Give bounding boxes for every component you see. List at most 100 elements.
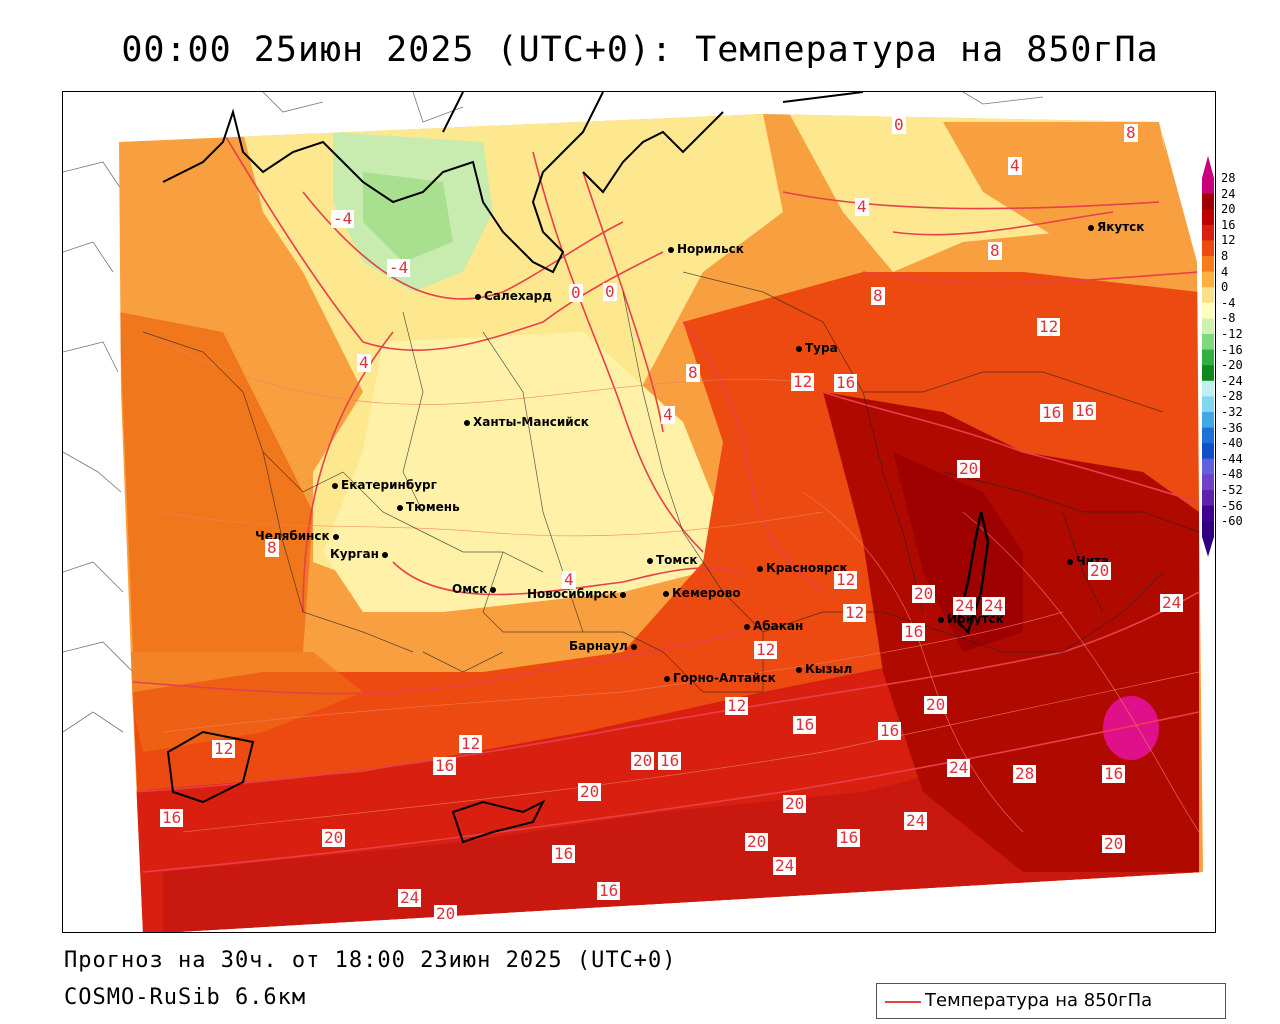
contour-label: 16 [837,828,861,847]
colorbar-swatch [1202,224,1214,241]
contour-label: -4 [387,258,411,277]
city-tomsk: Томск [647,553,698,567]
contour-label: 20 [631,751,655,770]
city-tyumen: Тюмень [397,500,460,514]
colorbar-tick-label: -12 [1221,327,1243,341]
colorbar-swatch [1202,474,1214,491]
contour-label: 0 [569,283,583,302]
map-frame [62,91,1216,933]
contour-label: 4 [562,570,576,589]
colorbar-tick-label: -44 [1221,451,1243,466]
city-yekaterinburg: Екатеринбург [332,478,437,492]
contour-label: 24 [773,856,797,875]
colorbar-swatch [1202,443,1214,460]
city-khanty-mansiysk: Ханты-Мансийск [464,415,589,429]
model-name: COSMO-RuSib 6.6км [64,985,307,1010]
colorbar-tick-label: -52 [1221,483,1243,497]
page-title: 00:00 25июн 2025 (UTC+0): Температура на… [121,30,1159,70]
colorbar-swatch [1202,490,1214,507]
contour-label: 16 [433,756,457,775]
city-irkutsk: Иркутск [938,612,1004,626]
colorbar-swatch [1202,271,1214,288]
contour-label: 24 [947,758,971,777]
contour-label: 20 [957,459,981,478]
background-borders [63,92,1044,733]
city-abakan: Абакан [744,619,803,633]
colorbar [1202,156,1214,557]
colorbar-tick-label: 16 [1221,217,1236,232]
contour-label: 20 [1102,834,1126,853]
contour-label: 24 [904,811,928,830]
contour-label: 12 [834,570,858,589]
colorbar-swatch [1202,505,1214,522]
contour-label: 4 [661,405,675,424]
colorbar-tick-label: 0 [1221,280,1229,295]
contour-label: 12 [459,734,483,753]
colorbar-swatch [1202,302,1214,319]
contour-label: 8 [1124,123,1138,142]
contour-label: 4 [357,353,371,372]
contour-label: 16 [902,622,926,641]
colorbar-tick-label: 28 [1221,171,1236,185]
colorbar-swatch [1202,396,1214,413]
contour-label: 12 [1037,317,1061,336]
colorbar-swatch [1202,365,1214,382]
city-kemerovo: Кемерово [663,586,741,600]
legend-line-swatch [885,1001,921,1003]
contour-label: 16 [1073,401,1097,420]
colorbar-tick-label: -48 [1221,467,1243,482]
colorbar-tick-label: 8 [1221,249,1229,263]
contour-label: 24 [1160,593,1184,612]
contour-label: 8 [988,241,1002,260]
colorbar-tick-label: -60 [1221,514,1243,529]
colorbar-swatch [1202,256,1214,273]
contour-label: 20 [578,782,602,801]
coastline [162,92,990,844]
contour-label: 16 [658,751,682,770]
colorbar-swatch [1202,349,1214,366]
contour-label: 16 [160,808,184,827]
temperature-map [63,92,1203,932]
colorbar-swatch [1202,240,1214,257]
colorbar-swatch [1202,287,1214,304]
colorbar-tick-label: -20 [1221,358,1243,373]
colorbar-swatch [1202,458,1214,475]
contour-label: 8 [871,286,885,305]
contour-label: 8 [686,363,700,382]
city-omsk: Омск [452,582,499,596]
contour-label: 20 [924,695,948,714]
temperature-fill [119,114,1203,932]
contour-label: 4 [855,197,869,216]
city-novosibirsk: Новосибирск [527,587,629,601]
colorbar-tick-label: 4 [1221,264,1229,279]
colorbar-tick-label: -24 [1221,373,1243,388]
contour-label: 16 [1102,764,1126,783]
colorbar-swatch [1202,318,1214,335]
colorbar-tick-label: -40 [1221,436,1243,451]
colorbar-swatch [1202,412,1214,429]
colorbar-bottom-arrow [1202,536,1214,557]
contour-label: 16 [597,881,621,900]
contour-label: 0 [892,115,906,134]
thin-isotherms [162,341,1200,833]
colorbar-tick-label: 24 [1221,186,1236,201]
colorbar-top-arrow [1202,156,1214,178]
region-borders [142,271,1200,693]
contour-label: 20 [912,584,936,603]
city-barnaul: Барнаул [569,639,640,653]
contour-label: 20 [1088,561,1112,580]
contour-label: 20 [322,828,346,847]
colorbar-swatch [1202,193,1214,210]
contour-label: 16 [878,721,902,740]
colorbar-tick-label: -56 [1221,498,1243,513]
contour-label: 16 [793,715,817,734]
colorbar-swatch [1202,380,1214,397]
contour-label: 20 [783,794,807,813]
city-krasnoyarsk: Красноярск [757,561,848,575]
contour-label: 12 [212,739,236,758]
contour-label: 24 [398,888,422,907]
city-yakutsk: Якутск [1088,220,1144,234]
colorbar-tick-label: -32 [1221,405,1243,419]
contour-label: 16 [552,844,576,863]
contour-label: 0 [603,282,617,301]
